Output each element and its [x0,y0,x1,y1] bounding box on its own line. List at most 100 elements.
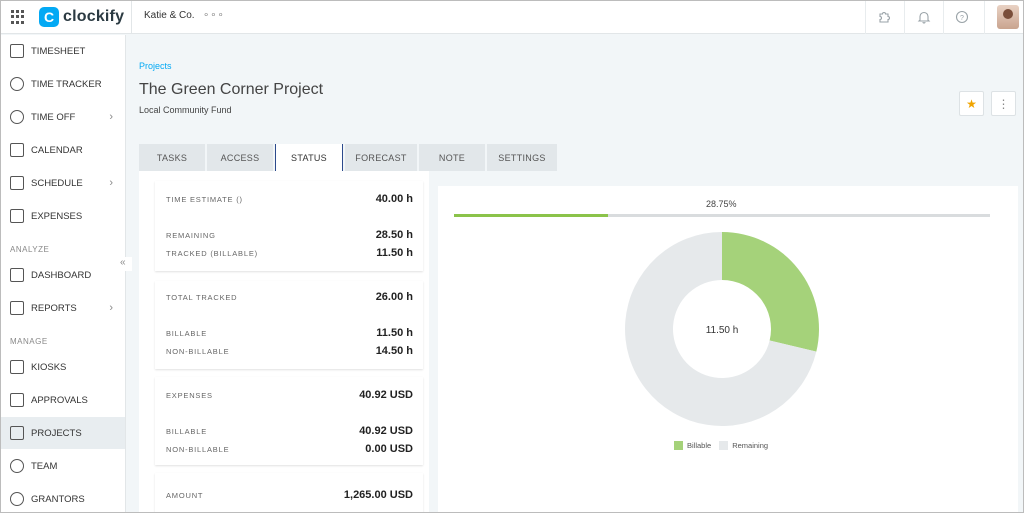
progress-chart-panel: 28.75% 11.50 h Billable Remaining [438,186,1018,512]
sidebar-item-dashboard[interactable]: DASHBOARD [1,259,125,291]
section-manage: MANAGE [10,337,48,346]
page-title: The Green Corner Project [139,81,324,98]
tab-status[interactable]: STATUS [275,144,343,171]
sidebar-item-time-tracker[interactable]: TIME TRACKER [1,68,125,100]
status-summary-panel: TIME ESTIMATE () 40.00 h REMAINING 28.50… [139,171,429,512]
donut-center-label: 11.50 h [706,325,739,336]
chart-legend: Billable Remaining [674,441,776,450]
favorite-star-icon[interactable]: ★ [959,91,984,116]
kiosk-icon [10,360,24,374]
chevron-right-icon: › [109,177,113,189]
top-bar: C clockify Katie & Co. ∘∘∘ ? [1,1,1023,34]
sidebar-item-timesheet[interactable]: TIMESHEET [1,35,125,67]
amount-label: AMOUNT [166,491,204,500]
apps-grid-icon[interactable] [11,10,25,24]
tab-forecast[interactable]: FORECAST [345,144,417,171]
expenses-billable-label: BILLABLE [166,427,208,436]
sidebar-item-label: TIME TRACKER [31,78,102,90]
legend-item-remaining[interactable]: Remaining [719,441,768,450]
grantors-icon [10,492,24,506]
sidebar-item-label: TEAM [31,460,58,472]
tab-note[interactable]: NOTE [419,144,485,171]
approvals-icon [10,393,24,407]
remaining-label: REMAINING [166,231,216,240]
sidebar-item-label: PROJECTS [31,427,82,439]
tab-tasks[interactable]: TASKS [139,144,205,171]
clockify-logo-icon: C [39,7,59,27]
tracked-billable-label: TRACKED (BILLABLE) [166,249,258,258]
legend-label: Billable [687,441,712,450]
svg-text:?: ? [960,15,964,22]
projects-icon [10,426,24,440]
divider [984,1,985,34]
clock-icon [10,77,24,91]
user-avatar[interactable] [997,5,1019,29]
total-tracked-label: TOTAL TRACKED [166,293,238,302]
sidebar-item-label: DASHBOARD [31,269,92,281]
sidebar-item-label: CALENDAR [31,144,83,156]
sidebar-item-time-off[interactable]: TIME OFF › [1,101,125,133]
time-estimate-row: TIME ESTIMATE () 40.00 h [166,193,413,205]
expenses-row: EXPENSES 40.92 USD [166,389,413,401]
expenses-non-billable-value: 0.00 USD [365,443,413,455]
sidebar-item-projects[interactable]: PROJECTS [1,417,125,449]
total-tracked-value: 26.00 h [375,291,413,303]
expenses-value: 40.92 USD [359,389,413,401]
tab-access[interactable]: ACCESS [207,144,273,171]
sidebar-item-kiosks[interactable]: KIOSKS [1,351,125,383]
collapse-sidebar-icon[interactable]: « [120,257,132,271]
legend-item-billable[interactable]: Billable [674,441,711,450]
expenses-label: EXPENSES [166,391,213,400]
sidebar-item-team[interactable]: TEAM [1,450,125,482]
breadcrumb[interactable]: Projects [139,61,172,71]
time-off-icon [10,110,24,124]
donut-slice-billable[interactable] [722,232,819,352]
sidebar-item-reports[interactable]: REPORTS › [1,292,125,324]
sidebar-item-calendar[interactable]: CALENDAR [1,134,125,166]
sidebar-item-label: TIME OFF [31,111,76,123]
workspace-menu-icon[interactable]: ∘∘∘ [203,10,225,21]
total-tracked-card: TOTAL TRACKED 26.00 h BILLABLE 11.50 h N… [155,281,423,369]
sidebar-item-expenses[interactable]: EXPENSES [1,200,125,232]
progress-bar-fill [454,214,609,217]
time-estimate-value: 40.00 h [375,193,413,205]
sidebar-item-approvals[interactable]: APPROVALS [1,384,125,416]
billable-row: BILLABLE 11.50 h [166,327,413,339]
time-estimate-card: TIME ESTIMATE () 40.00 h REMAINING 28.50… [155,181,423,271]
brand-logo[interactable]: C clockify [39,6,124,28]
time-estimate-label: TIME ESTIMATE () [166,195,243,204]
non-billable-value: 14.50 h [375,345,413,357]
sidebar-item-label: APPROVALS [31,394,88,406]
expenses-card: EXPENSES 40.92 USD BILLABLE 40.92 USD NO… [155,377,423,465]
expenses-non-billable-row: NON-BILLABLE 0.00 USD [166,443,413,455]
sidebar-item-label: GRANTORS [31,493,85,505]
legend-swatch [674,441,683,450]
expenses-billable-value: 40.92 USD [359,425,413,437]
calendar-icon [10,143,24,157]
expenses-billable-row: BILLABLE 40.92 USD [166,425,413,437]
amount-value: 1,265.00 USD [343,489,413,501]
sidebar-item-grantors[interactable]: GRANTORS [1,483,125,512]
divider [904,1,905,34]
dashboard-icon [10,268,24,282]
bell-icon[interactable] [915,8,933,26]
sidebar-item-label: TIMESHEET [31,45,86,57]
project-tabs: TASKS ACCESS STATUS FORECAST NOTE SETTIN… [139,144,559,171]
sidebar-item-label: SCHEDULE [31,177,83,189]
tab-settings[interactable]: SETTINGS [487,144,557,171]
divider [865,1,866,34]
puzzle-icon[interactable] [875,8,893,26]
sidebar-item-schedule[interactable]: SCHEDULE › [1,167,125,199]
help-icon[interactable]: ? [953,8,971,26]
donut-slice-remaining[interactable] [625,232,817,426]
chevron-right-icon: › [109,111,113,123]
schedule-icon [10,176,24,190]
timesheet-icon [10,44,24,58]
expenses-icon [10,209,24,223]
workspace-name[interactable]: Katie & Co. [144,10,195,21]
more-options-icon[interactable]: ⋮ [991,91,1016,116]
billable-value: 11.50 h [376,327,413,339]
legend-label: Remaining [732,441,769,450]
sidebar-item-label: KIOSKS [31,361,67,373]
